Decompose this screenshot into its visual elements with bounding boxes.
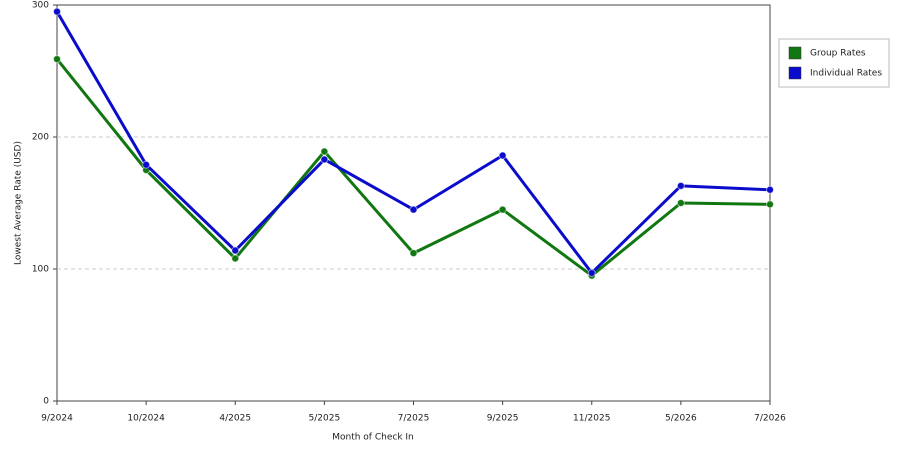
x-tick-label: 7/2025 bbox=[398, 414, 430, 424]
data-point bbox=[766, 185, 774, 194]
y-tick-label: 300 bbox=[32, 1, 49, 11]
data-point bbox=[231, 246, 240, 255]
data-point bbox=[766, 200, 774, 209]
x-tick-label: 9/2025 bbox=[487, 414, 519, 424]
data-point bbox=[53, 7, 61, 16]
legend-label: Group Rates bbox=[810, 49, 866, 59]
data-point bbox=[498, 205, 507, 214]
series-line bbox=[55, 10, 771, 275]
y-tick-label: 200 bbox=[32, 133, 49, 143]
x-tick-label: 5/2025 bbox=[309, 414, 341, 424]
data-point bbox=[53, 55, 61, 64]
legend-label: Individual Rates bbox=[810, 69, 882, 79]
data-point bbox=[587, 268, 596, 277]
legend-box bbox=[778, 38, 890, 88]
data-point bbox=[498, 151, 507, 160]
x-axis-label: Month of Check In bbox=[332, 433, 414, 443]
data-point bbox=[231, 254, 240, 263]
x-tick-label: 10/2024 bbox=[127, 414, 165, 424]
data-point bbox=[320, 147, 329, 156]
data-point bbox=[409, 205, 418, 214]
x-tick-label: 5/2026 bbox=[665, 414, 697, 424]
x-tick-label: 4/2025 bbox=[219, 414, 251, 424]
y-axis-label: Lowest Average Rate (USD) bbox=[14, 141, 24, 265]
data-point bbox=[676, 199, 685, 207]
data-point bbox=[320, 155, 329, 164]
x-tick-label: 11/2025 bbox=[573, 414, 610, 424]
legend-swatch bbox=[788, 66, 802, 80]
x-tick-label: 7/2026 bbox=[754, 414, 786, 424]
data-point bbox=[142, 160, 151, 169]
data-point bbox=[409, 249, 418, 258]
series-line bbox=[55, 58, 771, 278]
x-tick-label: 9/2024 bbox=[41, 414, 73, 424]
y-tick-label: 100 bbox=[32, 265, 49, 275]
y-tick-label: 0 bbox=[43, 397, 49, 407]
legend-swatch bbox=[788, 46, 802, 60]
data-point bbox=[676, 181, 685, 190]
